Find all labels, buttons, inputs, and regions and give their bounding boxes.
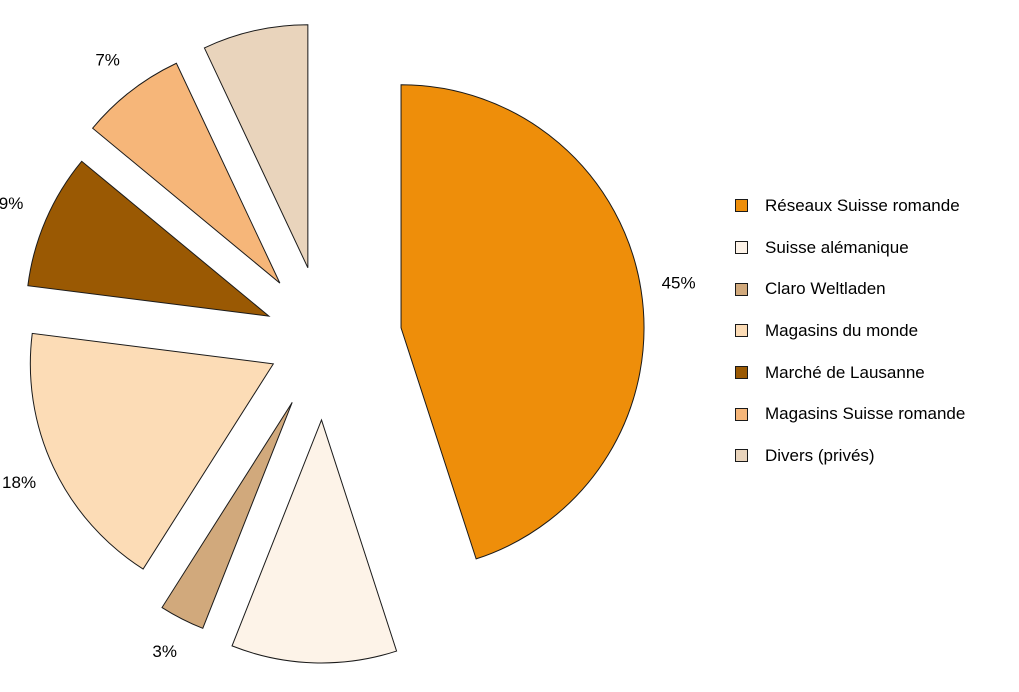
data-label-claro-weltladen: 3%	[152, 642, 177, 661]
data-label-magasins-du-monde: 18%	[2, 473, 36, 492]
legend-item-suisse-alemanique: Suisse alémanique	[735, 227, 965, 269]
legend-swatch	[735, 407, 748, 421]
data-label-reseaux-suisse-romande: 45%	[662, 273, 696, 292]
legend-swatch	[735, 199, 748, 213]
legend-swatch	[735, 449, 748, 463]
legend-item-marche-de-lausanne: Marché de Lausanne	[735, 352, 965, 394]
legend-swatch	[735, 241, 748, 255]
pie-slice-divers-prives	[203, 24, 309, 268]
legend-label: Magasins Suisse romande	[765, 404, 966, 424]
pie-slice-magasins-du-monde	[29, 332, 275, 570]
pie-slice-magasins-suisse-romande	[91, 62, 281, 284]
data-label-divers-prives: 7%	[234, 0, 259, 2]
legend-label: Réseaux Suisse romande	[765, 195, 960, 215]
legend-label: Suisse alémanique	[765, 237, 909, 257]
legend-item-divers-prives: Divers (privés)	[735, 435, 965, 477]
legend-swatch	[735, 366, 748, 380]
legend-item-magasins-du-monde: Magasins du monde	[735, 310, 965, 352]
pie-slices	[27, 24, 645, 664]
pie-slice-claro-weltladen	[161, 402, 293, 629]
legend-label: Marché de Lausanne	[765, 362, 925, 382]
legend-item-reseaux-suisse-romande: Réseaux Suisse romande	[735, 185, 965, 227]
pie-slice-suisse-alemanique	[231, 418, 398, 664]
legend-item-magasins-suisse-romande: Magasins Suisse romande	[735, 393, 965, 435]
data-label-magasins-suisse-romande: 7%	[95, 51, 120, 70]
data-label-marche-de-lausanne: 9%	[0, 194, 23, 213]
pie-slice-reseaux-suisse-romande	[400, 84, 645, 560]
legend-swatch	[735, 282, 748, 296]
legend-label: Magasins du monde	[765, 320, 919, 340]
data-label-suisse-alemanique: 11%	[296, 690, 329, 692]
chart-legend: Réseaux Suisse romande Suisse alémanique C…	[735, 185, 965, 477]
legend-swatch	[735, 324, 748, 338]
legend-label: Divers (privés)	[765, 445, 875, 465]
pie-slice-marche-de-lausanne	[27, 160, 271, 317]
legend-label: Claro Weltladen	[765, 279, 886, 299]
pie-labels: 45% 11% 3% 18% 9% 7% 7%	[0, 0, 696, 692]
legend-item-claro-weltladen: Claro Weltladen	[735, 268, 965, 310]
